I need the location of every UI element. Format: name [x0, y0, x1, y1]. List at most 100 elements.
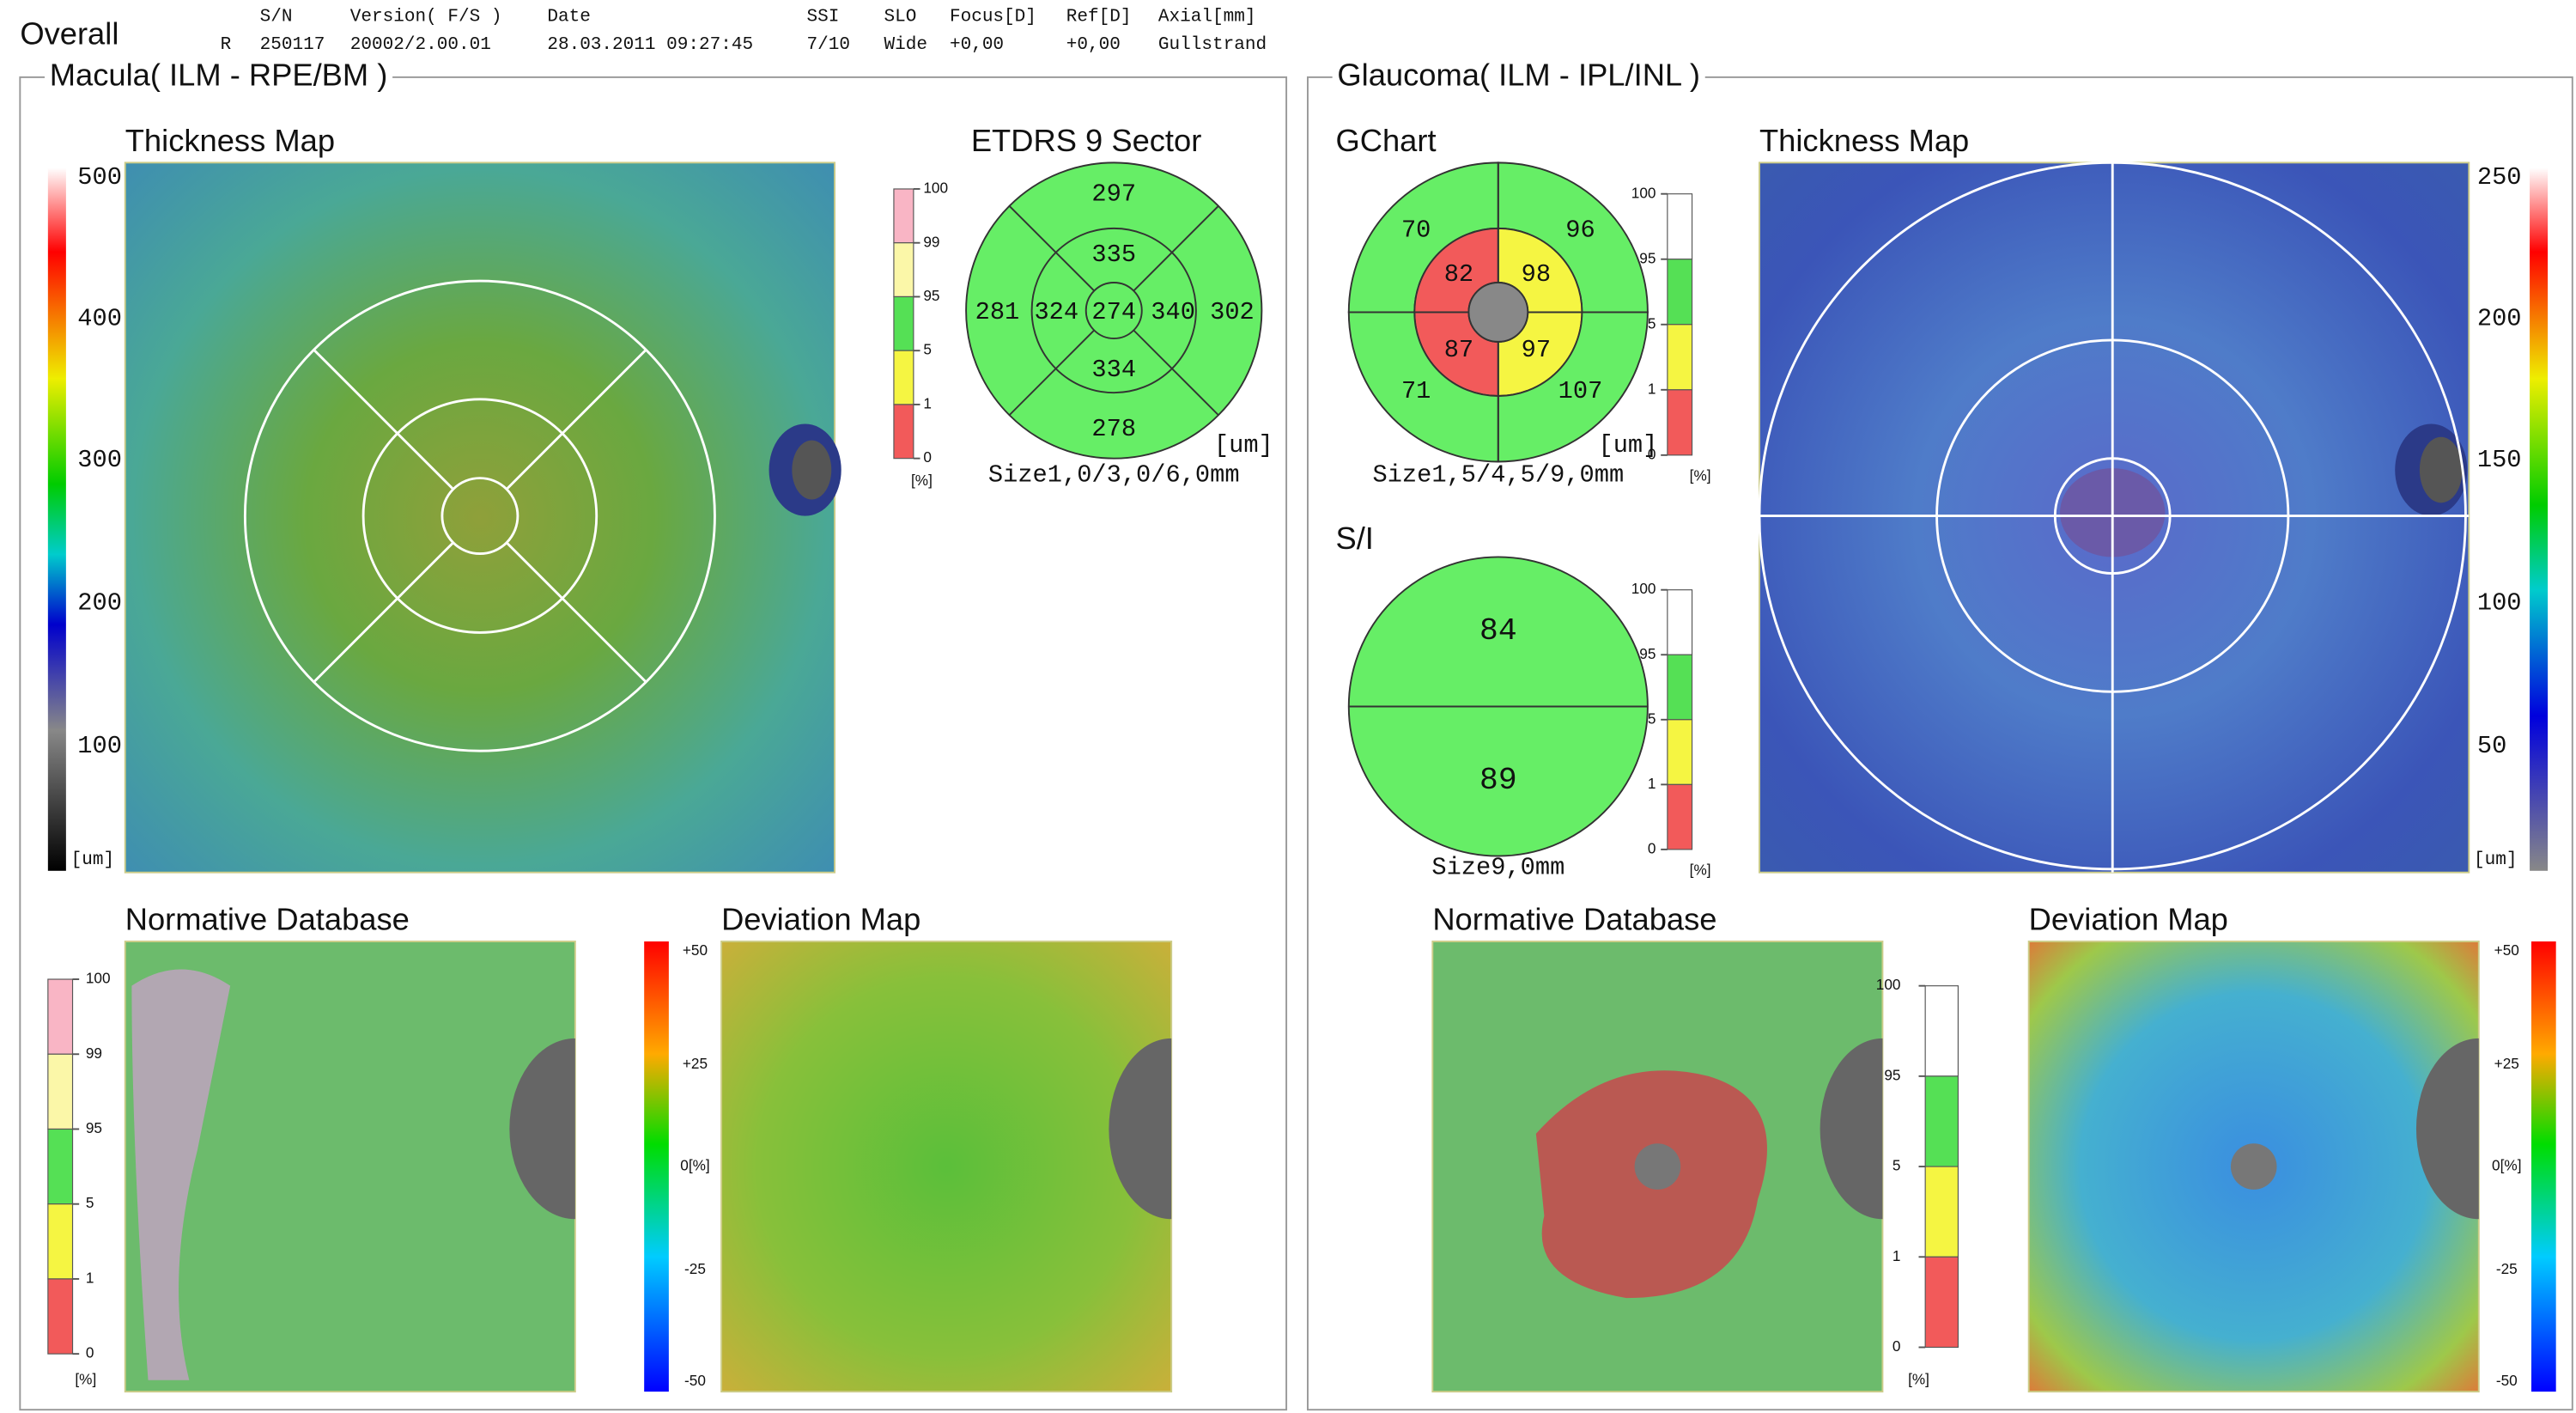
legend-tick-label: 99: [923, 233, 939, 250]
legend-segment: [1667, 259, 1693, 326]
legend-tick-label: 0: [1893, 1337, 1901, 1355]
legend-tick-label: 0: [923, 448, 932, 466]
legend-tick-label: 100: [1631, 184, 1656, 201]
legend-tick-label: 0: [1648, 445, 1656, 462]
legend-segment: [1667, 654, 1693, 721]
legend-tick-label: 0: [86, 1344, 94, 1361]
sector-value: 281: [975, 298, 1020, 326]
legend-segment: [47, 1128, 74, 1205]
legend-tick-label: 1: [86, 1269, 94, 1286]
legend-segment: [1924, 1075, 1959, 1167]
color-scale: [2530, 941, 2556, 1392]
legend-unit: [%]: [75, 1370, 96, 1387]
scale-unit: [um]: [2474, 850, 2517, 870]
panel-title: Macula( ILM - RPE/BM ): [50, 57, 388, 92]
panel-frame: [19, 76, 1288, 1411]
legend-tick-label: 95: [1639, 645, 1656, 662]
grid-spoke: [561, 597, 647, 684]
sector-line: [1008, 205, 1095, 292]
panel-frame: [1306, 76, 2573, 1411]
legend-tick-label: 5: [1648, 710, 1656, 727]
scale-tick: 50: [2477, 732, 2506, 760]
size-label: Size9,0mm: [1431, 854, 1564, 882]
sector-value: 302: [1210, 298, 1255, 326]
sector-ring: [1084, 282, 1143, 339]
sector-value: 82: [1444, 260, 1473, 289]
legend-tick-label: 99: [86, 1045, 102, 1062]
label: S/I: [1335, 521, 1373, 556]
header-label: SLO: [884, 7, 916, 27]
sector-value: 335: [1091, 241, 1136, 269]
legend-segment: [893, 295, 914, 351]
header-label: Axial[mm]: [1158, 7, 1256, 27]
label: Normative Database: [1432, 902, 1716, 937]
grid-spoke: [396, 432, 454, 490]
header-value: 28.03.2011 09:27:45: [547, 34, 753, 55]
header-value: +0,00: [1066, 34, 1121, 55]
scale-tick: 500: [77, 163, 122, 192]
legend-tick-label: 100: [1631, 580, 1656, 597]
header-label: Ref[D]: [1066, 7, 1132, 27]
sector-value: 98: [1522, 260, 1551, 289]
grid-spoke: [396, 541, 454, 600]
legend-segment: [47, 1053, 74, 1130]
scale-tick: 0[%]: [2492, 1157, 2521, 1174]
sector: [1347, 311, 1499, 463]
eye: R: [221, 34, 232, 55]
legend-segment: [47, 978, 74, 1055]
optic-disc: [509, 1038, 575, 1220]
legend-segment: [893, 242, 914, 298]
grid-circle: [243, 279, 716, 752]
legend-segment: [1667, 783, 1693, 850]
header-label: Focus[D]: [950, 7, 1036, 27]
header-value: 250117: [260, 34, 325, 55]
legend-tick-label: 5: [1893, 1157, 1901, 1174]
legend-unit: [%]: [911, 472, 933, 489]
label: Deviation Map: [721, 902, 920, 937]
legend-unit: [%]: [1690, 861, 1711, 878]
legend-segment: [893, 404, 914, 460]
sector-line: [1008, 329, 1095, 416]
color-scale: [47, 167, 66, 871]
optic-disc: [792, 440, 832, 500]
sector-value: 324: [1034, 298, 1078, 326]
size-label: Size1,5/4,5/9,0mm: [1373, 460, 1625, 489]
sector-value: 274: [1091, 298, 1136, 326]
header-label: Date: [547, 7, 590, 27]
unit: [um]: [1214, 431, 1273, 460]
scale-tick: 200: [2477, 305, 2522, 333]
deviation-image: [720, 941, 1173, 1393]
fovea: [1467, 282, 1529, 343]
legend-tick-label: 1: [1648, 380, 1656, 397]
scale-tick: 200: [77, 589, 122, 618]
fovea: [1634, 1143, 1681, 1190]
header-value: 7/10: [807, 34, 850, 55]
legend-tick-label: 1: [923, 394, 932, 411]
sector-ring: [1030, 227, 1197, 394]
legend-unit: [%]: [1908, 1370, 1929, 1387]
legend-tick-label: 5: [86, 1194, 94, 1211]
header-label: S/N: [260, 7, 293, 27]
legend-tick-label: 100: [923, 180, 948, 197]
label: Deviation Map: [2029, 902, 2228, 937]
grid-spoke: [313, 349, 398, 435]
color-scale: [644, 941, 669, 1392]
grid-spoke: [561, 349, 647, 435]
label: Normative Database: [125, 902, 410, 937]
scale-tick: 250: [2477, 163, 2522, 192]
label: ETDRS 9 Sector: [971, 123, 1202, 158]
scale-tick: +50: [2494, 941, 2519, 959]
sector-line: [1133, 329, 1219, 416]
scale-tick: 150: [2477, 446, 2522, 474]
legend-segment: [1667, 719, 1693, 785]
legend-segment: [1924, 1166, 1959, 1258]
scale-tick: 100: [2477, 589, 2522, 618]
title-bg: [45, 65, 393, 89]
scale-tick: +25: [683, 1055, 708, 1072]
label: Thickness Map: [125, 123, 335, 158]
sector: [1497, 311, 1649, 463]
header-label: Version( F/S ): [350, 7, 502, 27]
unit: [um]: [1599, 431, 1658, 460]
size-label: Size1,0/3,0/6,0mm: [988, 460, 1240, 489]
legend-segment: [1924, 1256, 1959, 1349]
